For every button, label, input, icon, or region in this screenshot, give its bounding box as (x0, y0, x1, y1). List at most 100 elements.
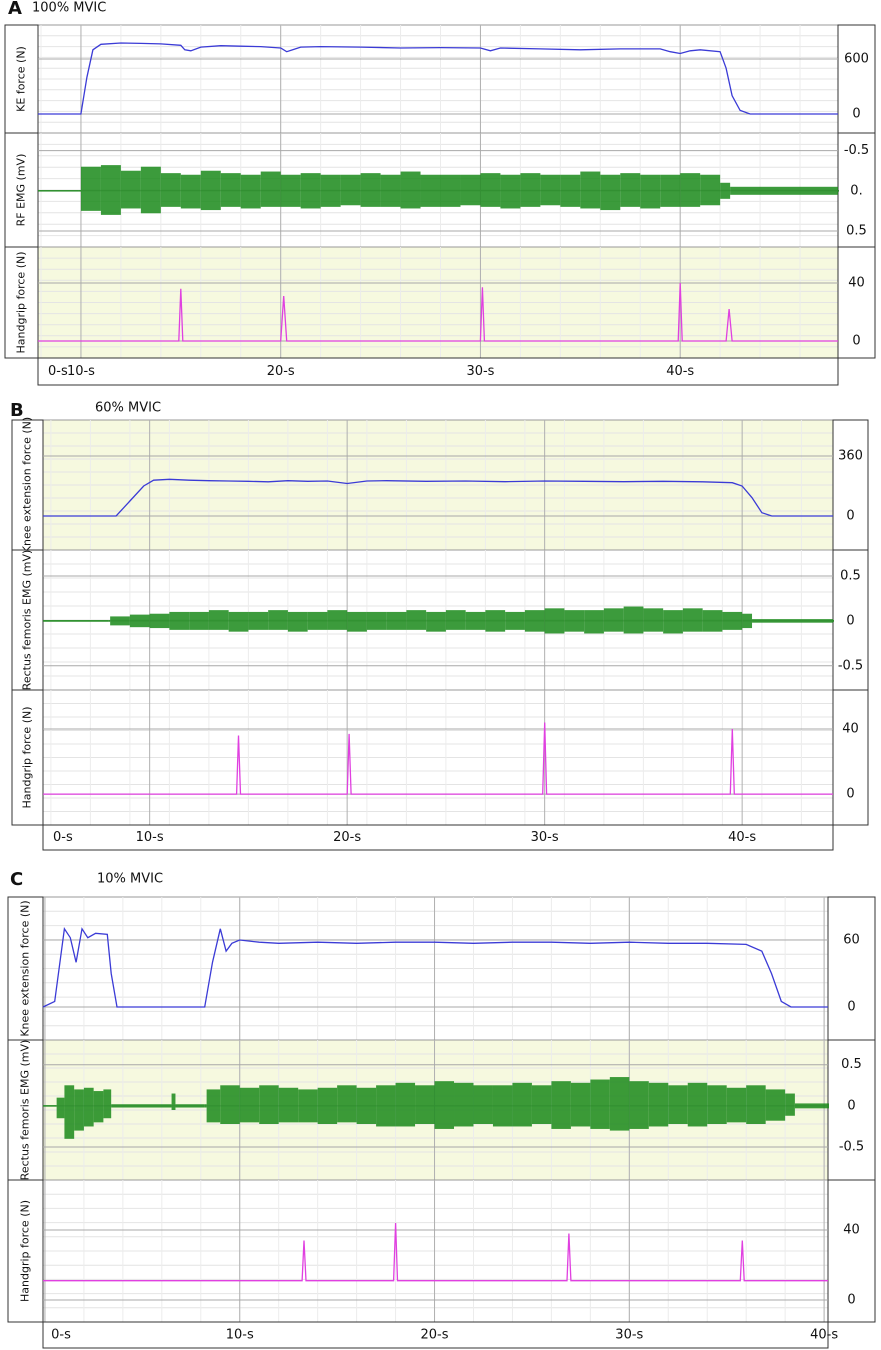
emg-envelope (702, 610, 723, 632)
emg-envelope (240, 174, 261, 209)
emg-envelope (80, 166, 101, 211)
y-axis-label: KE force (N) (15, 46, 28, 112)
panel-label: C (10, 869, 23, 890)
emg-envelope (765, 1089, 786, 1121)
y-tick-label: 40 (848, 275, 865, 290)
trace (43, 1222, 828, 1282)
emg-envelope (680, 173, 701, 207)
y-axis-label: Handgrip force (N) (19, 1200, 32, 1302)
emg-envelope (454, 1082, 474, 1127)
emg-envelope (180, 174, 201, 209)
emg-envelope (208, 610, 229, 630)
emg-envelope (524, 610, 545, 632)
emg-envelope (544, 608, 565, 634)
emg-envelope (648, 1082, 669, 1127)
y-axis-label: Handgrip force (N) (15, 251, 28, 353)
channel-label-box (11, 689, 44, 826)
emg-envelope (120, 170, 141, 209)
emg-envelope (400, 171, 421, 209)
emg-envelope (730, 186, 838, 195)
emg-envelope (406, 610, 427, 630)
y-tick-label: 0 (852, 107, 860, 122)
emg-envelope (440, 174, 461, 207)
emg-envelope (380, 174, 401, 207)
panel-title: 100% MVIC (32, 1, 106, 16)
y-tick-label: 0.5 (846, 223, 867, 238)
tick-box (832, 549, 869, 691)
emg-envelope (415, 1085, 435, 1124)
panel-title: 60% MVIC (95, 401, 161, 416)
emg-envelope (560, 174, 581, 207)
y-tick-label: 0. (850, 183, 862, 198)
emg-envelope (110, 616, 130, 626)
channel-label-box (4, 132, 39, 248)
emg-envelope (609, 1077, 630, 1131)
emg-envelope (828, 1103, 829, 1109)
y-tick-label: 600 (844, 52, 869, 67)
emg-envelope (200, 170, 221, 211)
emg-envelope (93, 1091, 104, 1123)
emg-envelope (260, 171, 281, 207)
emg-envelope (660, 174, 681, 207)
emg-envelope (785, 1093, 795, 1116)
emg-envelope (505, 611, 525, 630)
emg-envelope (838, 190, 839, 192)
trace (43, 722, 833, 795)
emg-envelope (169, 611, 190, 630)
emg-envelope (590, 1079, 610, 1129)
y-tick-label: 0 (847, 1292, 855, 1307)
emg-envelope (473, 1085, 493, 1124)
emg-envelope (643, 608, 664, 632)
emg-envelope (259, 1085, 279, 1124)
emg-envelope (564, 610, 585, 632)
x-start-label: 0-s (53, 830, 73, 845)
y-tick-label: 0 (852, 334, 860, 349)
emg-envelope (56, 1097, 65, 1119)
emg-envelope (78, 190, 81, 192)
emg-envelope (570, 1082, 591, 1127)
emg-envelope (460, 174, 481, 206)
y-axis-label: Knee extension force (N) (21, 417, 34, 553)
emg-envelope (520, 173, 541, 207)
emg-envelope (426, 611, 446, 632)
y-tick-label: 360 (838, 449, 863, 464)
emg-envelope (100, 165, 121, 215)
x-tick-label: 10-s (226, 1328, 254, 1343)
emg-envelope (160, 173, 181, 207)
emg-envelope (752, 619, 833, 623)
emg-envelope (43, 1105, 57, 1107)
x-axis-box (42, 1321, 829, 1349)
trace (38, 42, 838, 115)
tick-box (832, 689, 869, 826)
y-tick-label: 40 (842, 722, 859, 737)
emg-envelope (307, 611, 328, 630)
emg-envelope (663, 610, 683, 634)
emg-envelope (620, 173, 641, 207)
emg-envelope (420, 174, 441, 207)
emg-envelope (298, 1089, 318, 1123)
emg-envelope (540, 174, 561, 206)
x-tick-label: 20-s (333, 830, 361, 845)
trace (38, 282, 838, 342)
y-axis-label: RF EMG (mV) (15, 154, 28, 227)
emg-envelope (74, 1089, 84, 1131)
trace (43, 478, 833, 517)
emg-envelope (340, 174, 361, 206)
channel-label-box (7, 1039, 44, 1181)
panel-label: A (8, 0, 22, 19)
emg-envelope (512, 1082, 532, 1127)
emg-envelope (64, 1085, 75, 1139)
emg-envelope (629, 1081, 649, 1129)
emg-envelope (500, 174, 521, 209)
emg-envelope (687, 1082, 708, 1127)
x-axis-box (37, 357, 839, 386)
emg-envelope (140, 166, 161, 214)
y-tick-label: 0.5 (841, 1057, 862, 1072)
y-tick-label: 40 (843, 1223, 860, 1238)
y-tick-label: -0.5 (838, 658, 863, 673)
y-tick-label: 0 (846, 787, 854, 802)
emg-envelope (103, 1089, 112, 1119)
emg-envelope (278, 1087, 299, 1123)
x-tick-label: 20-s (421, 1328, 449, 1343)
